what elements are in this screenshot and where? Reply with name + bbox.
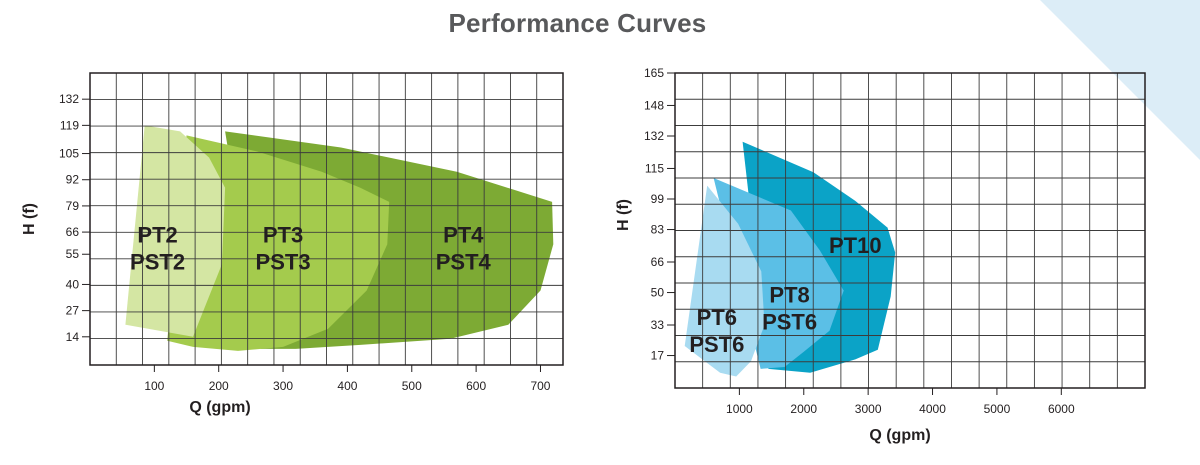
y-tick-label: 50 <box>651 286 665 300</box>
y-tick-label: 33 <box>651 318 665 332</box>
x-tick-label: 600 <box>466 379 486 393</box>
region-label: PT3 <box>263 223 303 248</box>
y-tick-label: 99 <box>651 192 665 206</box>
x-tick-label: 3000 <box>855 402 882 416</box>
x-tick-label: 400 <box>337 379 357 393</box>
x-tick-label: 2000 <box>790 402 817 416</box>
x-tick-label: 1000 <box>726 402 753 416</box>
x-tick-label: 200 <box>209 379 229 393</box>
y-axis-label: H (f) <box>21 203 38 235</box>
performance-region <box>713 178 844 369</box>
y-tick-label: 66 <box>66 225 80 239</box>
region-label: PST6 <box>762 309 817 334</box>
region-label: PT4 <box>443 223 484 248</box>
y-tick-label: 55 <box>66 247 80 261</box>
y-tick-label: 132 <box>59 92 79 106</box>
x-tick-label: 6000 <box>1048 402 1075 416</box>
page-title: Performance Curves <box>448 8 707 38</box>
x-axis-label: Q (gpm) <box>189 399 250 416</box>
y-tick-label: 115 <box>645 161 664 175</box>
performance-region <box>684 185 765 377</box>
plot-frame <box>674 72 1146 389</box>
performance-region <box>125 125 226 337</box>
y-tick-label: 17 <box>651 349 665 363</box>
y-tick-label: 66 <box>651 255 665 269</box>
y-tick-label: 79 <box>66 199 80 213</box>
y-tick-label: 105 <box>59 147 79 161</box>
y-tick-label: 92 <box>66 173 80 187</box>
region-label: PST6 <box>689 332 744 357</box>
y-tick-label: 40 <box>66 277 80 291</box>
x-tick-label: 5000 <box>984 402 1011 416</box>
x-tick-label: 700 <box>530 379 550 393</box>
region-label: PT2 <box>137 223 177 248</box>
y-tick-label: 148 <box>644 98 664 112</box>
y-axis-label: H (f) <box>615 199 632 231</box>
y-tick-label: 119 <box>60 118 79 132</box>
x-tick-label: 4000 <box>919 402 946 416</box>
region-label: PT6 <box>697 305 737 330</box>
region-label: PT10 <box>829 233 882 258</box>
y-tick-label: 132 <box>644 129 664 143</box>
plot-frame <box>89 72 564 366</box>
region-label: PST3 <box>256 250 311 275</box>
y-tick-label: 165 <box>644 66 664 80</box>
y-tick-label: 14 <box>66 330 80 344</box>
region-label: PST2 <box>130 250 185 275</box>
y-tick-label: 27 <box>66 304 80 318</box>
x-tick-label: 500 <box>402 379 422 393</box>
x-tick-label: 100 <box>144 379 164 393</box>
x-axis-label: Q (gpm) <box>869 427 930 444</box>
x-tick-label: 300 <box>273 379 293 393</box>
y-tick-label: 83 <box>651 223 665 237</box>
region-label: PT8 <box>769 282 809 307</box>
region-label: PST4 <box>436 250 492 275</box>
